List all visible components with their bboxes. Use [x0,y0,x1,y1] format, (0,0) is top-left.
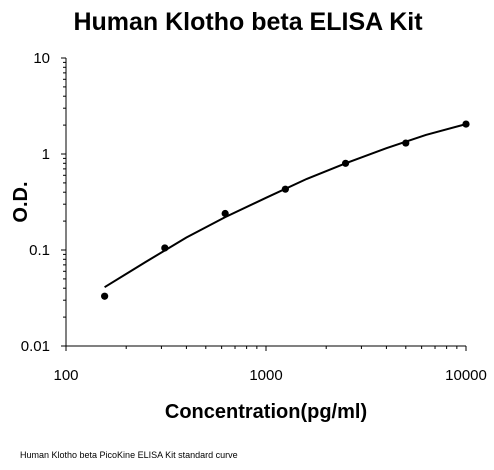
tick-labels: 10 1 0.1 0.01 100 1000 10000 [21,50,487,384]
x-tick-label: 100 [53,367,78,384]
y-tick-label: 10 [33,50,50,67]
y-minor-ticks [63,61,66,318]
fit-curve-line [104,123,467,289]
y-axis-title: O.D. [10,181,32,222]
x-tick-label: 1000 [249,367,282,384]
y-tick-label: 0.01 [21,338,50,355]
data-point [402,139,410,147]
data-points [101,120,470,300]
y-tick-label: 0.1 [29,242,50,259]
x-tick-label: 10000 [445,367,487,384]
data-point [341,159,350,167]
chart-title: Human Klotho beta ELISA Kit [73,8,423,36]
data-point [221,209,229,218]
data-point [281,185,289,193]
plot-axes [61,57,467,351]
x-major-ticks [65,346,467,351]
data-point [161,244,169,252]
x-axis-title: Concentration(pg/ml) [165,401,367,423]
y-major-ticks [61,57,66,347]
data-point [101,292,109,300]
data-point [462,120,470,128]
y-tick-label: 1 [42,146,50,163]
x-minor-ticks [125,346,458,349]
chart-caption: Human Klotho beta PicoKine ELISA Kit sta… [20,450,238,460]
